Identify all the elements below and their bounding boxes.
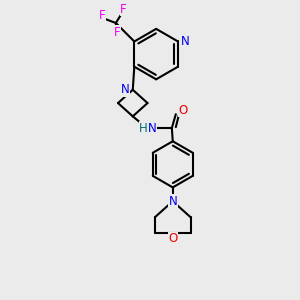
Text: O: O xyxy=(168,232,177,245)
Text: N: N xyxy=(168,195,177,208)
Text: N: N xyxy=(181,35,190,48)
Text: F: F xyxy=(113,26,120,39)
Text: O: O xyxy=(178,104,188,117)
Text: H: H xyxy=(139,122,148,134)
Text: N: N xyxy=(121,83,130,96)
Text: F: F xyxy=(120,3,127,16)
Text: F: F xyxy=(99,9,105,22)
Text: N: N xyxy=(148,122,156,134)
